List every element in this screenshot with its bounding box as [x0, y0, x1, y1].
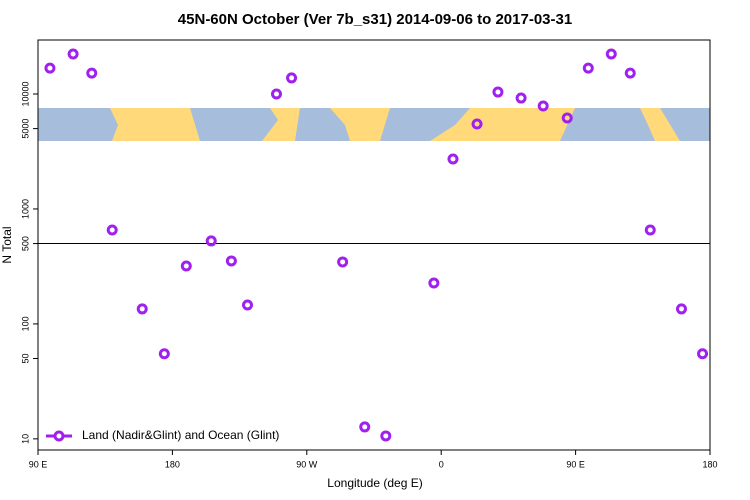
point [428, 277, 440, 289]
point [270, 88, 282, 100]
point [225, 255, 237, 267]
point [67, 48, 79, 60]
point [697, 348, 709, 360]
y-tick-label: 100 [20, 316, 30, 331]
point [380, 430, 392, 442]
point [337, 256, 349, 268]
y-tick-label: 10 [20, 434, 30, 444]
point [582, 62, 594, 74]
x-tick-label: 90 E [29, 459, 48, 469]
point [644, 224, 656, 236]
map-band [38, 108, 710, 141]
x-tick-label: 90 E [566, 459, 585, 469]
map-ocean [38, 108, 710, 141]
y-tick-label: 10000 [20, 81, 30, 106]
point [44, 62, 56, 74]
point [359, 421, 371, 433]
point [515, 92, 527, 104]
point [605, 48, 617, 60]
point [492, 86, 504, 98]
y-axis-label: N Total [0, 226, 14, 263]
point [537, 100, 549, 112]
point [624, 67, 636, 79]
x-tick-label: 0 [439, 459, 444, 469]
point [205, 235, 217, 247]
point [447, 153, 459, 165]
x-axis-label: Longitude (deg E) [327, 476, 422, 490]
y-tick-label: 50 [20, 354, 30, 364]
point [675, 303, 687, 315]
chart-title: 45N-60N October (Ver 7b_s31) 2014-09-06 … [178, 11, 572, 28]
point [106, 224, 118, 236]
legend-marker [53, 430, 65, 442]
point [242, 299, 254, 311]
point [180, 260, 192, 272]
plot-frame [37, 39, 711, 451]
x-tick-label: 90 W [296, 459, 318, 469]
y-tick-label: 1000 [20, 199, 30, 219]
x-tick-label: 180 [702, 459, 717, 469]
y-tick-label: 5000 [20, 119, 30, 139]
point [158, 348, 170, 360]
point [136, 303, 148, 315]
point [286, 72, 298, 84]
point [561, 112, 573, 124]
y-tick-label: 500 [20, 236, 30, 251]
legend-label: Land (Nadir&Glint) and Ocean (Glint) [82, 428, 279, 442]
point [471, 118, 483, 130]
point [86, 67, 98, 79]
x-tick-label: 180 [165, 459, 180, 469]
